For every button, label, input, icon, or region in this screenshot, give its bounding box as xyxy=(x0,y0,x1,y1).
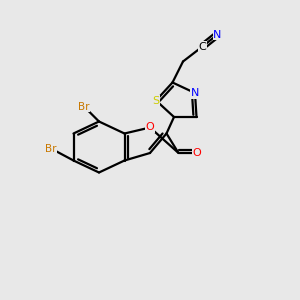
Text: O: O xyxy=(192,148,201,158)
Text: N: N xyxy=(191,88,199,98)
Text: O: O xyxy=(146,122,154,133)
Text: N: N xyxy=(213,29,222,40)
Text: S: S xyxy=(152,95,160,106)
Text: Br: Br xyxy=(78,101,90,112)
Text: Br: Br xyxy=(45,143,57,154)
Text: C: C xyxy=(199,41,206,52)
